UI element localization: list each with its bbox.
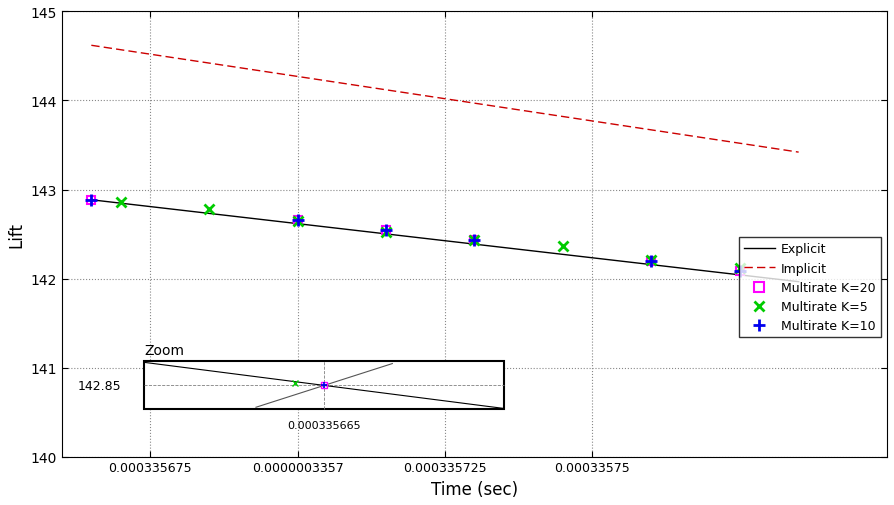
Y-axis label: Lift: Lift	[7, 222, 25, 247]
Text: 0.000335665: 0.000335665	[287, 420, 361, 430]
X-axis label: Time (sec): Time (sec)	[431, 480, 518, 498]
Legend: Explicit, Implicit, Multirate K=20, Multirate K=5, Multirate K=10: Explicit, Implicit, Multirate K=20, Mult…	[738, 238, 881, 338]
Text: Zoom: Zoom	[144, 343, 184, 358]
Text: 142.85: 142.85	[77, 379, 121, 392]
Bar	[144, 362, 504, 410]
